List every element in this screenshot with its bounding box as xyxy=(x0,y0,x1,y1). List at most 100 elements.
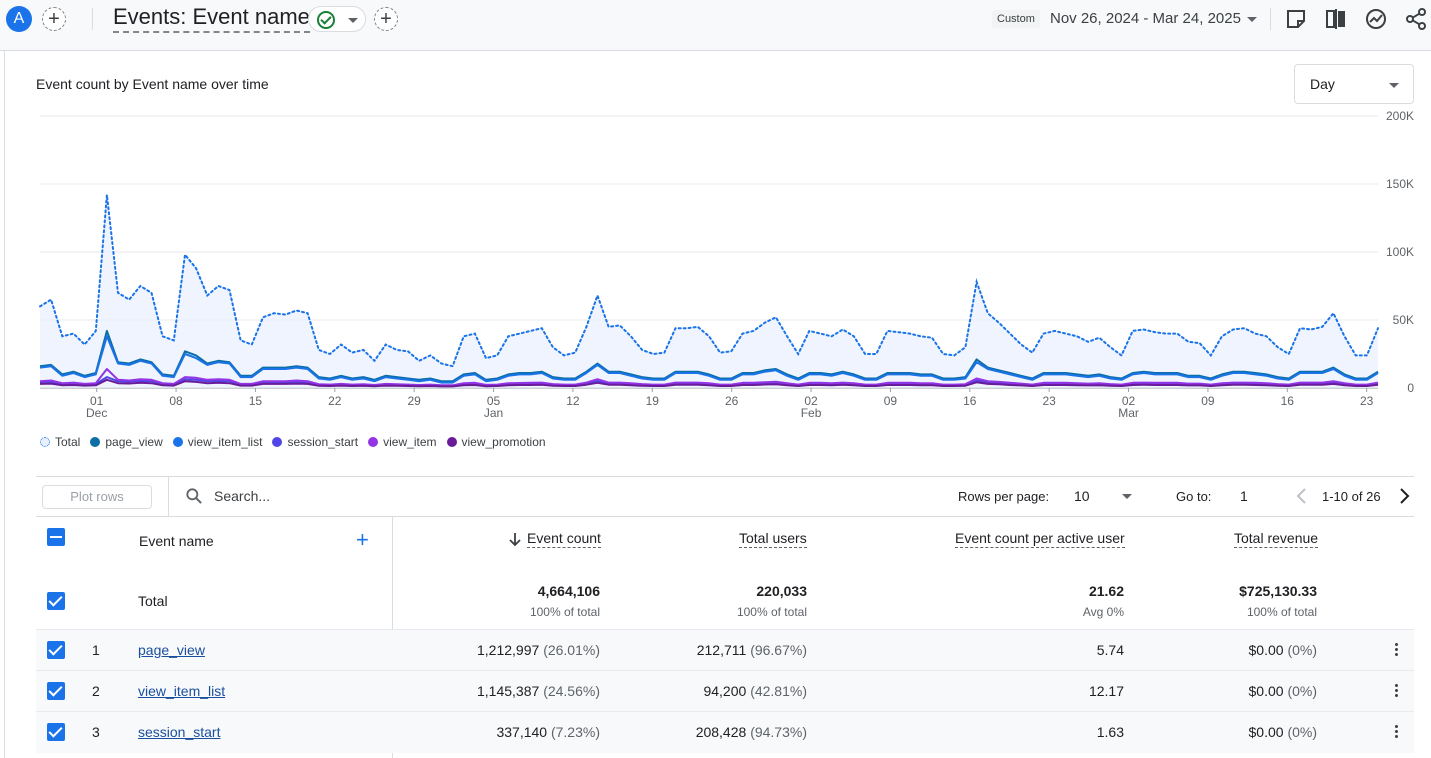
more-vert-icon[interactable] xyxy=(1395,643,1399,657)
add-comparison-button[interactable]: + xyxy=(42,7,66,31)
total-revenue: $0.00 (0%) xyxy=(1248,683,1318,699)
legend-item-view-item[interactable]: view_item xyxy=(368,434,437,450)
total-revenue: $725,130.33 xyxy=(1239,583,1317,599)
total-event-count-sub: 100% of total xyxy=(529,605,600,619)
legend-swatch xyxy=(90,437,101,447)
x-tick-label: 22 xyxy=(328,394,342,408)
card-border xyxy=(4,50,5,758)
more-vert-icon[interactable] xyxy=(1395,684,1399,698)
avatar[interactable]: A xyxy=(6,6,32,32)
page-title[interactable]: Events: Event name xyxy=(113,4,310,33)
date-range-picker[interactable]: Nov 26, 2024 - Mar 24, 2025 xyxy=(1050,10,1241,27)
y-tick-label: 50K xyxy=(1393,313,1414,327)
chevron-down-icon xyxy=(1389,83,1399,88)
report-header: A + Events: Event name + Custom Nov 26, … xyxy=(0,0,1431,51)
goto-input[interactable]: 1 xyxy=(1240,488,1248,504)
legend-label: session_start xyxy=(287,435,359,449)
event-name-link[interactable]: view_item_list xyxy=(138,683,226,699)
share-note-icon[interactable] xyxy=(1284,7,1308,31)
series-line-total xyxy=(39,194,1379,368)
legend-label: page_view xyxy=(105,435,163,449)
legend-label: Total xyxy=(55,435,81,449)
series-line-page-view xyxy=(39,329,1379,383)
insights-icon[interactable] xyxy=(1364,7,1388,31)
select-all-checkbox[interactable] xyxy=(47,528,65,546)
total-revenue-sub: 100% of total xyxy=(1246,605,1317,619)
column-header-event-name[interactable]: Event name xyxy=(139,533,214,549)
search-icon xyxy=(186,488,202,504)
row-checkbox[interactable] xyxy=(47,641,65,659)
divider xyxy=(168,477,169,516)
check-circle-icon xyxy=(317,11,335,29)
legend-item-total[interactable]: Total xyxy=(40,434,80,450)
plot-rows-button[interactable]: Plot rows xyxy=(42,485,152,509)
add-filter-button[interactable]: + xyxy=(374,7,398,31)
divider xyxy=(36,516,1414,517)
date-range-chip: Custom xyxy=(992,10,1040,28)
column-header-total-revenue[interactable]: Total revenue xyxy=(1234,530,1319,548)
more-vert-icon[interactable] xyxy=(1395,725,1399,739)
event-count: 337,140 (7.23%) xyxy=(496,724,600,740)
x-tick-label: 23 xyxy=(1360,394,1374,408)
chevron-right-icon[interactable] xyxy=(1396,487,1412,505)
chevron-down-icon xyxy=(348,18,358,23)
legend-swatch xyxy=(272,437,283,447)
row-checkbox[interactable] xyxy=(47,723,65,741)
rows-per-page-label: Rows per page: xyxy=(958,489,1050,504)
search-input[interactable] xyxy=(214,486,514,506)
legend-item-view-item-list[interactable]: view_item_list xyxy=(172,434,262,450)
x-tick-label: 01 xyxy=(90,394,104,408)
event-count: 1,212,997 (26.01%) xyxy=(477,642,600,658)
total-revenue: $0.00 (0%) xyxy=(1248,642,1318,658)
add-icon: + xyxy=(356,527,369,552)
column-header-event-count-per-user[interactable]: Event count per active user xyxy=(955,530,1125,548)
event-count-per-user: 1.63 xyxy=(1096,724,1124,740)
event-count-per-user: 5.74 xyxy=(1096,642,1124,658)
row-rank: 1 xyxy=(92,642,100,658)
legend-swatch xyxy=(446,437,457,447)
total-revenue: $0.00 (0%) xyxy=(1248,724,1318,740)
row-rank: 3 xyxy=(92,724,100,740)
add-icon: + xyxy=(380,8,392,30)
event-name-link[interactable]: session_start xyxy=(138,724,221,740)
x-tick-label: 16 xyxy=(963,394,977,408)
event-count-per-user: 12.17 xyxy=(1088,683,1124,699)
sort-descending-icon[interactable] xyxy=(508,531,522,547)
y-tick-label: 150K xyxy=(1386,177,1414,191)
event-name-link[interactable]: page_view xyxy=(138,642,205,658)
total-users-sub: 100% of total xyxy=(736,605,807,619)
total-per-user: 21.62 xyxy=(1088,583,1124,599)
column-header-total-users[interactable]: Total users xyxy=(739,530,807,548)
share-icon[interactable] xyxy=(1404,7,1428,31)
add-dimension-button[interactable]: + xyxy=(356,527,369,552)
total-users: 212,711 (96.67%) xyxy=(696,642,807,658)
chevron-down-icon[interactable] xyxy=(1247,17,1257,22)
table-row[interactable]: 3 session_start 337,140 (7.23%) 208,428 … xyxy=(36,711,1414,753)
chevron-left-icon[interactable] xyxy=(1294,487,1310,505)
granularity-select[interactable]: Day xyxy=(1294,64,1414,104)
legend-item-view-promotion[interactable]: view_promotion xyxy=(446,434,546,450)
compare-icon[interactable] xyxy=(1324,7,1348,31)
legend-swatch xyxy=(368,437,379,447)
x-tick-sublabel: Dec xyxy=(86,406,107,420)
series-line-view-item xyxy=(39,368,1379,387)
y-tick-label: 100K xyxy=(1386,245,1414,259)
goto-label: Go to: xyxy=(1176,489,1212,504)
filter-status-chip[interactable] xyxy=(308,6,366,32)
rows-per-page-select[interactable]: 10 xyxy=(1074,488,1090,504)
column-header-event-count[interactable]: Event count xyxy=(527,530,601,548)
x-tick-label: 12 xyxy=(566,394,580,408)
legend-item-session-start[interactable]: session_start xyxy=(272,434,358,450)
legend-item-page-view[interactable]: page_view xyxy=(90,434,163,450)
total-row-checkbox[interactable] xyxy=(47,592,65,610)
table-row[interactable]: 2 view_item_list 1,145,387 (24.56%) 94,2… xyxy=(36,670,1414,712)
series-area-total xyxy=(40,194,1378,388)
x-tick-label: 26 xyxy=(725,394,739,408)
y-tick-label: 200K xyxy=(1386,110,1414,123)
series-line-view-promotion xyxy=(39,378,1379,388)
total-users: 94,200 (42.81%) xyxy=(703,683,807,699)
chevron-down-icon[interactable] xyxy=(1122,494,1132,499)
row-checkbox[interactable] xyxy=(47,682,65,700)
table-row[interactable]: 1 page_view 1,212,997 (26.01%) 212,711 (… xyxy=(36,629,1414,671)
